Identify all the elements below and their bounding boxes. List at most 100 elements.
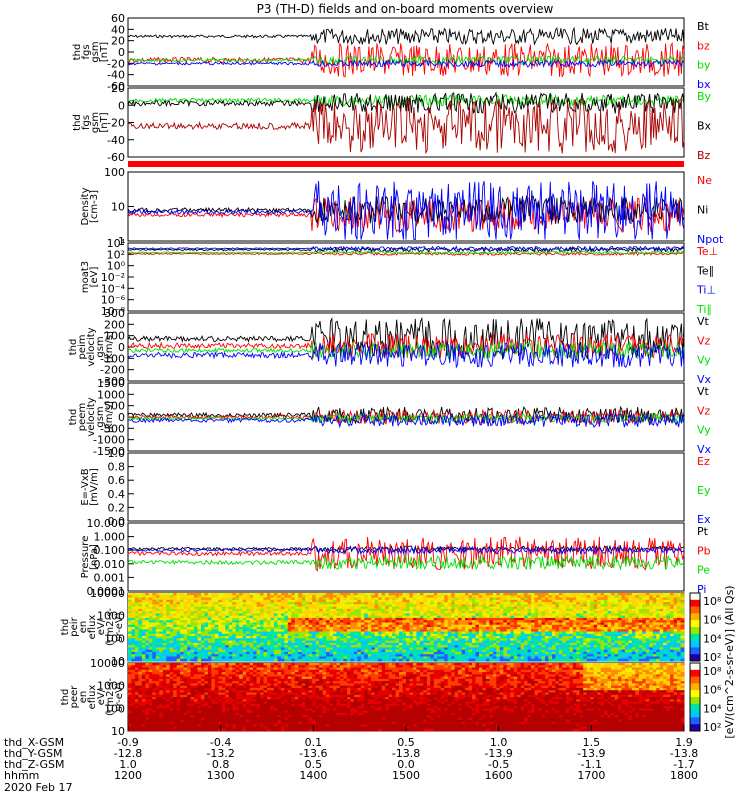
spectrogram-cell	[628, 599, 633, 603]
spectrogram-cell	[204, 611, 209, 614]
spectrogram-cell	[433, 631, 438, 635]
spectrogram-cell	[579, 608, 584, 612]
spectrogram-cell	[388, 658, 393, 662]
spectrogram-cell	[280, 597, 285, 601]
spectrogram-cell	[336, 611, 341, 614]
spectrogram-cell	[583, 633, 588, 637]
spectrogram-cell	[506, 649, 511, 653]
spectrogram-cell	[451, 595, 456, 598]
spectrogram-cell	[280, 611, 285, 614]
spectrogram-cell	[458, 622, 463, 626]
spectrogram-cell	[232, 658, 237, 662]
spectrogram-cell	[392, 645, 396, 648]
spectrogram-cell	[131, 606, 136, 610]
spectrogram-cell	[611, 602, 615, 605]
spectrogram-cell	[586, 608, 591, 612]
spectrogram-cell	[506, 633, 511, 637]
spectrogram-cell	[485, 642, 490, 646]
spectrogram-cell	[451, 649, 456, 653]
spectrogram-cell	[228, 604, 233, 607]
spectrogram-cell	[663, 606, 668, 610]
spectrogram-cell	[312, 647, 317, 651]
spectrogram-cell	[128, 593, 132, 596]
spectrogram-cell	[214, 645, 219, 648]
spectrogram-cell	[437, 631, 442, 635]
spectrogram-cell	[371, 633, 376, 637]
spectrogram-cell	[545, 642, 549, 646]
spectrogram-cell	[166, 631, 171, 635]
spectrogram-cell	[576, 658, 581, 662]
spectrogram-cell	[520, 593, 525, 596]
spectrogram-cell	[492, 595, 497, 598]
spectrogram-cell	[339, 627, 344, 630]
spectrogram-cell	[343, 595, 348, 598]
spectrogram-cell	[659, 656, 664, 660]
spectrogram-cell	[326, 611, 330, 614]
spectrogram-cell	[673, 656, 678, 660]
spectrogram-cell	[333, 606, 337, 610]
spectrogram-cell	[242, 649, 247, 653]
spectrogram-cell	[315, 649, 320, 653]
spectrogram-cell	[645, 649, 650, 653]
spectrogram-cell	[562, 602, 567, 605]
spectrogram-cell	[204, 633, 209, 637]
spectrogram-cell	[600, 638, 605, 641]
spectrogram-cell	[200, 611, 205, 614]
spectrogram-cell	[364, 602, 369, 605]
spectrogram-cell	[294, 627, 299, 630]
spectrogram-cell	[635, 599, 640, 603]
spectrogram-cell	[197, 642, 202, 646]
spectrogram-cell	[228, 629, 233, 632]
spectrogram-cell	[642, 608, 647, 612]
spectrogram-cell	[308, 656, 313, 660]
spectrogram-cell	[169, 654, 174, 657]
spectrogram-cell	[339, 620, 344, 623]
spectrogram-cell	[141, 617, 146, 621]
spectrogram-cell	[378, 620, 383, 623]
spectrogram-cell	[214, 595, 219, 598]
spectrogram-cell	[319, 654, 324, 657]
spectrogram-cell	[586, 622, 591, 626]
spectrogram-cell	[308, 645, 313, 648]
spectrogram-cell	[336, 617, 341, 621]
spectrogram-cell	[253, 597, 257, 601]
spectrogram-cell	[499, 649, 504, 653]
spectrogram-cell	[228, 593, 233, 596]
spectrogram-cell	[336, 597, 341, 601]
spectrogram-cell	[461, 658, 466, 662]
spectrogram-cell	[496, 597, 501, 601]
spectrogram-cell	[624, 615, 629, 619]
spectrogram-cell	[517, 649, 522, 653]
spectrogram-cell	[475, 602, 480, 605]
spectrogram-cell	[211, 604, 216, 607]
spectrogram-cell	[381, 624, 386, 628]
spectrogram-cell	[433, 654, 438, 657]
spectrogram-cell	[371, 642, 376, 646]
spectrogram-cell	[273, 624, 278, 628]
spectrogram-cell	[548, 627, 553, 630]
spectrogram-cell	[517, 654, 522, 657]
spectrogram-cell	[607, 636, 612, 639]
spectrogram-cell	[319, 627, 324, 630]
spectrogram-cell	[305, 636, 310, 639]
spectrogram-cell	[291, 658, 296, 662]
spectrogram-cell	[545, 611, 549, 614]
spectrogram-cell	[555, 640, 560, 644]
spectrogram-cell	[287, 593, 292, 596]
spectrogram-cell	[214, 656, 219, 660]
spectrogram-cell	[235, 647, 240, 651]
spectrogram-cell	[187, 595, 191, 598]
spectrogram-cell	[343, 608, 348, 612]
spectrogram-cell	[531, 631, 535, 635]
spectrogram-cell	[367, 613, 372, 617]
spectrogram-cell	[284, 651, 289, 655]
spectrogram-cell	[197, 624, 202, 628]
spectrogram-cell	[260, 656, 264, 660]
spectrogram-cell	[458, 645, 463, 648]
spectrogram-cell	[187, 593, 191, 596]
spectrogram-cell	[134, 606, 139, 610]
spectrogram-cell	[315, 636, 320, 639]
spectrogram-cell	[249, 633, 254, 637]
spectrogram-cell	[395, 606, 400, 610]
spectrogram-cell	[381, 611, 386, 614]
